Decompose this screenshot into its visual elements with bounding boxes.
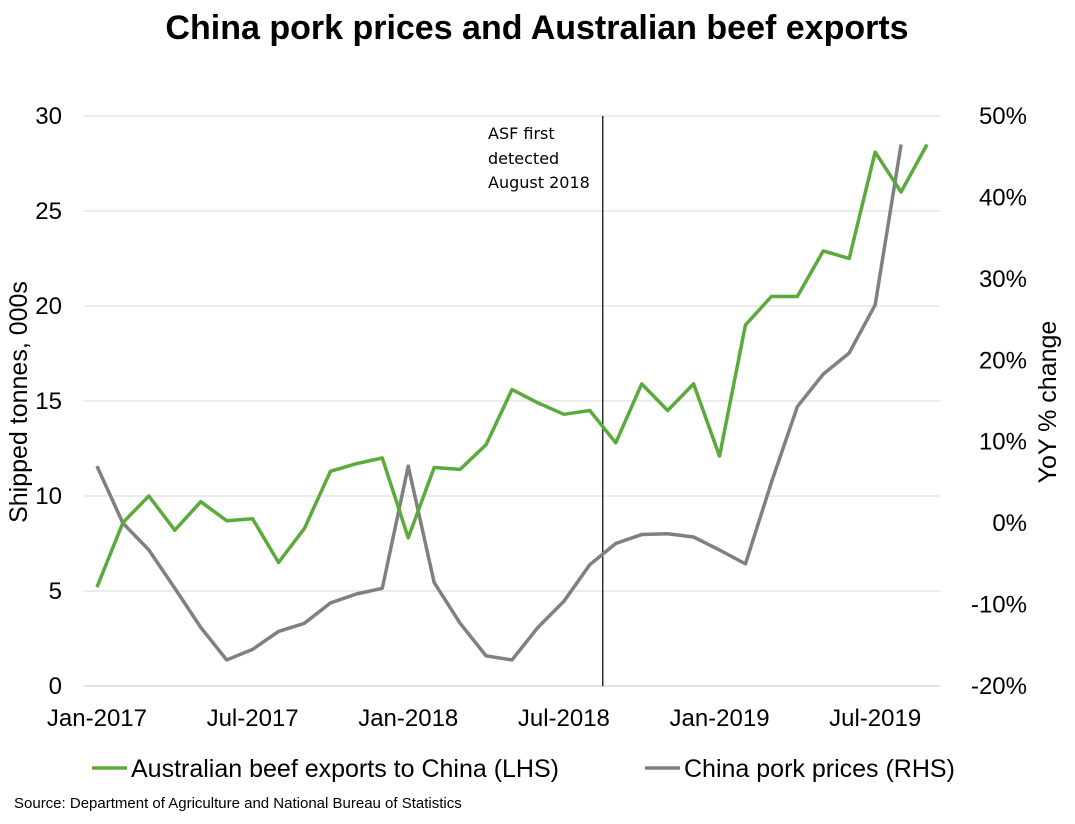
right-tick-label: 30% — [979, 266, 1027, 293]
x-axis-ticks: Jan-2017 Jul-2017 Jan-2018 Jul-2018 Jan-2019… — [47, 705, 921, 732]
right-axis-title: YoY % change — [1034, 321, 1062, 484]
legend: Australian beef exports to China (LHS) C… — [92, 755, 955, 783]
x-tick-label: Jan-2018 — [358, 705, 458, 732]
x-tick-label: Jul-2019 — [829, 705, 921, 732]
right-tick-label: -20% — [971, 673, 1027, 700]
left-tick-label: 10 — [35, 483, 62, 510]
right-tick-label: -10% — [971, 592, 1027, 619]
right-tick-label: 10% — [979, 429, 1027, 456]
x-tick-label: Jan-2019 — [669, 705, 769, 732]
x-tick-label: Jul-2018 — [518, 705, 610, 732]
legend-label-beef: Australian beef exports to China (LHS) — [131, 755, 559, 783]
asf-annotation-line-3: August 2018 — [488, 173, 590, 192]
asf-annotation-line-2: detected — [488, 149, 559, 168]
x-tick-label: Jan-2017 — [47, 705, 147, 732]
gridlines — [84, 115, 940, 592]
series-beef-exports-line — [95, 143, 929, 588]
left-tick-label: 25 — [35, 198, 62, 225]
right-tick-label: 20% — [979, 347, 1027, 374]
right-tick-label: 50% — [979, 103, 1027, 130]
left-axis-title: Shipped tonnes, 000s — [5, 281, 33, 523]
left-tick-label: 5 — [49, 578, 62, 605]
annotation: ASF first detected August 2018 — [488, 116, 604, 686]
left-tick-label: 15 — [35, 388, 62, 415]
right-tick-label: 0% — [992, 510, 1027, 537]
left-axis-ticks: 0 5 10 15 20 25 30 — [35, 103, 62, 700]
left-tick-label: 0 — [49, 673, 62, 700]
asf-annotation-line-1: ASF first — [488, 124, 555, 143]
right-axis-ticks: -20% -10% 0% 10% 20% 30% 40% 50% — [971, 103, 1027, 700]
left-tick-label: 30 — [35, 103, 62, 130]
left-tick-label: 20 — [35, 293, 62, 320]
legend-label-pork: China pork prices (RHS) — [684, 755, 955, 783]
right-tick-label: 40% — [979, 184, 1027, 211]
chart-title: China pork prices and Australian beef ex… — [165, 9, 908, 47]
series-pork-prices-line — [95, 144, 903, 662]
source-note: Source: Department of Agriculture and Na… — [14, 795, 462, 812]
x-tick-label: Jul-2017 — [207, 705, 299, 732]
